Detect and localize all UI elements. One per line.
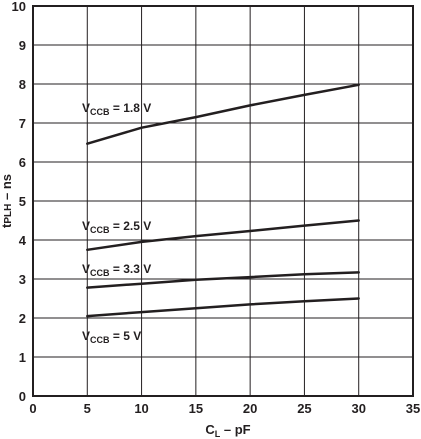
x-tick-label: 30 bbox=[351, 401, 365, 416]
x-tick-label: 15 bbox=[189, 401, 203, 416]
series-line-0 bbox=[86, 83, 360, 145]
series-line-1 bbox=[86, 219, 360, 252]
y-tick-label: 3 bbox=[19, 272, 26, 287]
series-lines bbox=[86, 83, 360, 318]
y-tick-label: 8 bbox=[19, 77, 26, 92]
x-tick-label: 20 bbox=[243, 401, 257, 416]
series-label-0: VCCB = 1.8 V bbox=[82, 101, 151, 117]
y-tick-label: 5 bbox=[19, 194, 26, 209]
y-tick-labels: 0 1 2 3 4 5 6 7 8 9 10 bbox=[12, 0, 27, 404]
series-line-3 bbox=[86, 297, 360, 318]
series-line-2 bbox=[86, 271, 360, 289]
x-tick-label: 35 bbox=[406, 401, 420, 416]
x-tick-labels: 0 5 10 15 20 25 30 35 bbox=[29, 401, 420, 416]
series-label-3: VCCB = 5 V bbox=[82, 329, 141, 345]
y-tick-label: 2 bbox=[19, 311, 26, 326]
y-tick-label: 1 bbox=[19, 350, 26, 365]
series-label-1: VCCB = 2.5 V bbox=[82, 219, 151, 235]
y-tick-label: 9 bbox=[19, 38, 26, 53]
x-tick-label: 25 bbox=[297, 401, 311, 416]
plot-frame bbox=[32, 5, 414, 397]
y-tick-label: 0 bbox=[19, 389, 26, 404]
x-tick-label: 10 bbox=[134, 401, 148, 416]
y-tick-label: 10 bbox=[12, 0, 26, 14]
x-axis-title: CL – pF bbox=[205, 422, 250, 439]
series-labels: VCCB = 1.8 V VCCB = 2.5 V VCCB = 3.3 V VCCB… bbox=[82, 101, 151, 345]
y-axis-title: tPLH – ns bbox=[0, 174, 14, 228]
grid bbox=[32, 5, 414, 397]
series-label-2: VCCB = 3.3 V bbox=[82, 262, 151, 278]
y-tick-label: 6 bbox=[19, 155, 26, 170]
y-tick-label: 7 bbox=[19, 116, 26, 131]
y-tick-label: 4 bbox=[19, 233, 27, 248]
x-tick-label: 0 bbox=[29, 401, 36, 416]
x-tick-label: 5 bbox=[84, 401, 91, 416]
